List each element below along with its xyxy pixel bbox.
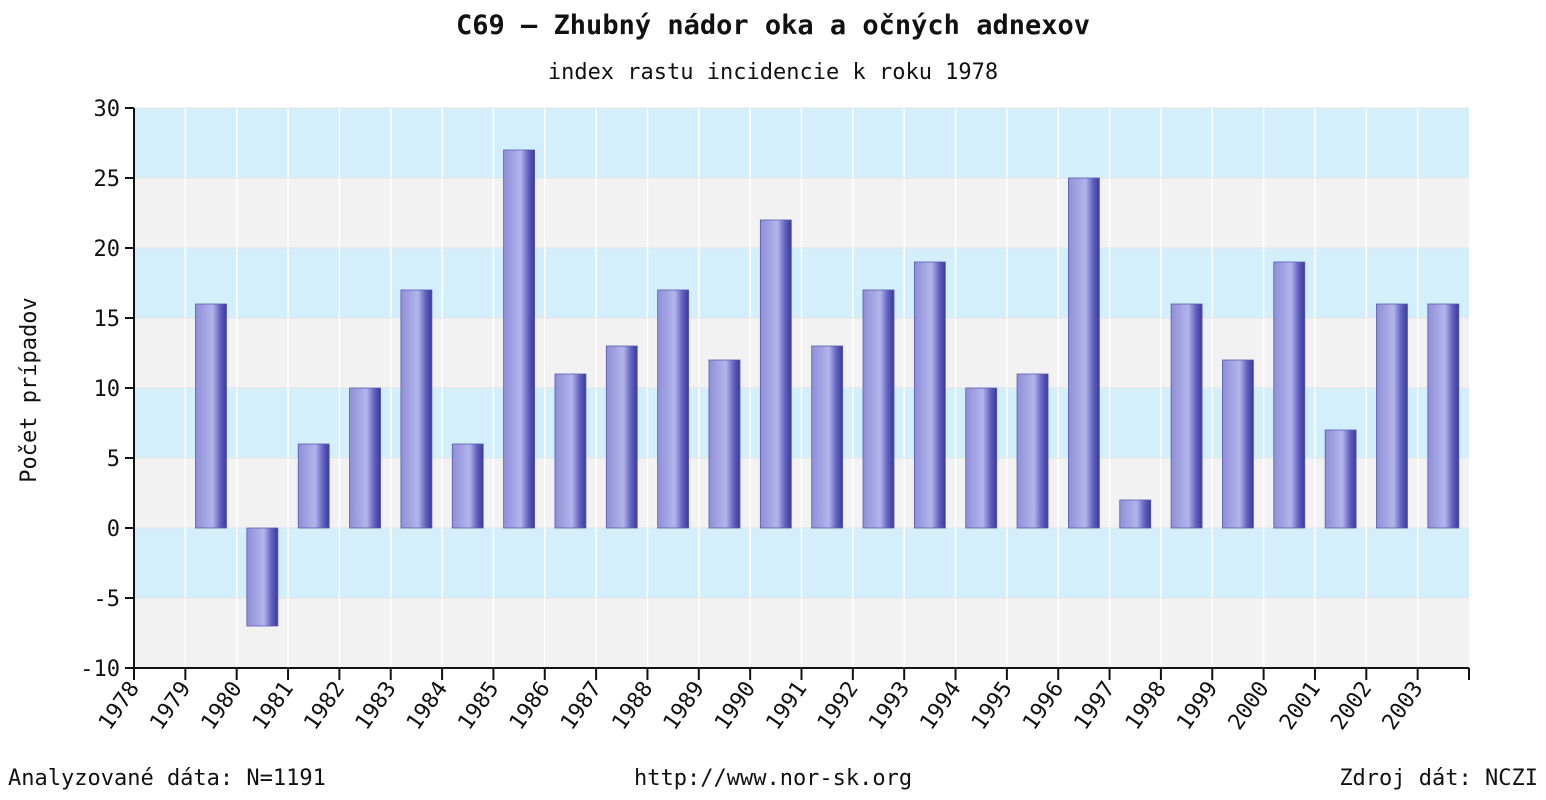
y-tick-label: 25 [94,167,121,192]
bar-2003 [1427,303,1460,529]
bar-1997 [1119,499,1152,529]
bar-2001 [1324,429,1357,529]
bar-1980 [246,527,279,627]
y-tick-labels: -10 -5 0 5 10 15 20 25 30 [80,97,120,682]
x-tick-label: 2000 [1224,677,1275,735]
footer-source: Zdroj dát: NCZI [1339,766,1538,791]
x-tick-label: 1999 [1172,677,1223,735]
x-tick-label: 1987 [556,677,607,735]
bar-1979 [195,303,227,529]
x-tick-label: 2001 [1275,677,1326,735]
chart-title: C69 – Zhubný nádor oka a očných adnexov [456,10,1090,41]
y-axis-label: Počet prípadov [17,297,42,482]
y-tick-label: 20 [94,237,121,262]
bar-series [195,149,1460,627]
grid-lines [134,107,1469,669]
bar-1995 [1016,373,1049,529]
footer-url: http://www.nor-sk.org [634,766,913,791]
x-tick-label: 2002 [1326,677,1377,735]
x-tick-label: 1990 [710,677,761,735]
x-tick-label: 1991 [762,677,813,735]
bar-2000 [1273,261,1306,529]
x-tick-label: 1980 [197,677,248,735]
x-tick-label: 1992 [813,677,864,735]
x-tick-label: 1981 [248,677,299,735]
footer-analyzed-data: Analyzované dáta: N=1191 [8,766,326,791]
bar-1989 [708,359,741,529]
x-tick-label: 1978 [94,677,145,735]
bar-1985 [503,149,535,529]
y-tick-label: 0 [107,517,120,542]
x-tick-label: 1988 [608,677,659,735]
y-tick-label: 30 [94,97,121,122]
x-tick-label: 1993 [864,677,915,735]
bar-1993 [913,261,946,529]
bar-1986 [554,373,587,529]
bar-1998 [1170,303,1203,529]
bar-1996 [1068,177,1100,529]
x-tick-label: 1983 [351,677,402,735]
y-tick-label: 15 [94,307,121,332]
x-tick-label: 1997 [1070,677,1121,735]
bar-1983 [400,289,433,529]
bar-1999 [1222,359,1254,529]
x-tick-label: 1979 [145,677,196,735]
x-tick-label: 1996 [1018,677,1069,735]
bar-1984 [451,443,484,529]
x-tick-label: 1985 [453,677,504,735]
bar-1988 [657,289,690,529]
y-tick-label: 5 [107,447,120,472]
y-tick-label: 10 [94,377,121,402]
bar-1987 [605,345,638,529]
y-tick-label: -10 [80,657,120,682]
bar-1982 [349,387,381,529]
x-tick-label: 1998 [1121,677,1172,735]
x-tick-label: 1995 [967,677,1018,735]
x-tick-label: 1994 [916,677,967,735]
x-tick-label: 1982 [299,677,350,735]
bar-1981 [297,443,330,529]
x-tick-label: 1986 [505,677,556,735]
axes [125,107,1470,680]
bar-1992 [862,289,895,529]
y-tick-label: -5 [94,587,121,612]
x-tick-label: 1989 [659,677,710,735]
bar-1991 [811,345,844,529]
x-tick-label: 2003 [1378,677,1429,735]
x-tick-labels: 1978 1979 1980 1981 1982 1983 1984 1985 1986 1987… [94,677,1429,735]
bar-1994 [965,387,998,529]
bar-1990 [759,219,792,529]
chart-subtitle: index rastu incidencie k roku 1978 [547,60,999,85]
x-tick-label: 1984 [402,677,453,735]
bar-2002 [1376,303,1408,529]
